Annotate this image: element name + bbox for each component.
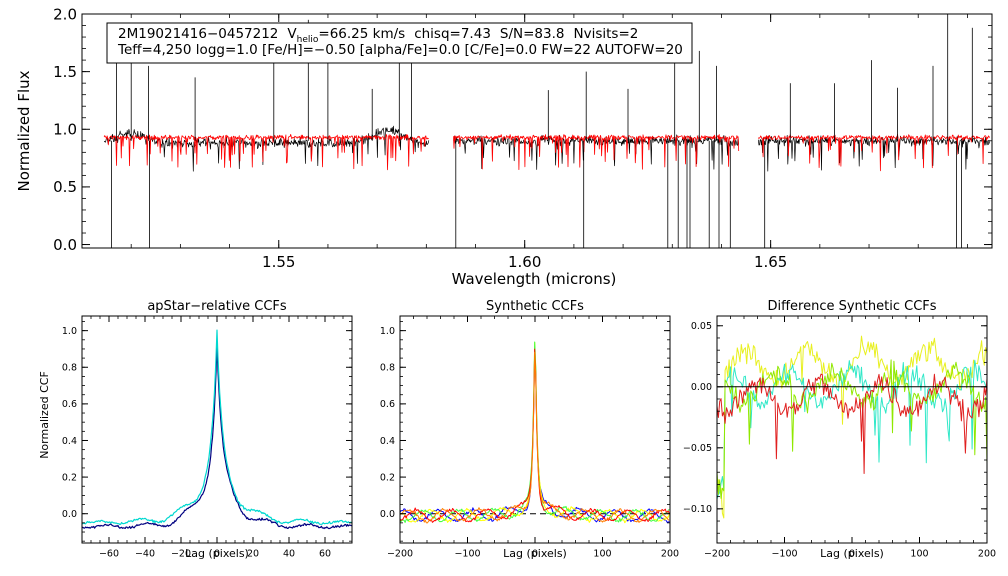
ccf-panel-synthetic: −200 −100 0 100 200 0.0 0.2 0.4 0.6 0.8 1.0 Synthe… — [380, 299, 679, 560]
spectrum-frame — [81, 13, 993, 249]
model-spectrum-trace — [758, 133, 990, 172]
model-spectrum-trace — [103, 133, 429, 171]
y-tick-label: 1.5 — [53, 63, 77, 81]
ccf3-xlabel: Lag (pixels) — [820, 547, 884, 560]
x-tick-label: 200 — [978, 549, 996, 560]
y-tick-label: 0.0 — [53, 236, 77, 254]
ccf2-title: Synthetic CCFs — [486, 299, 584, 314]
spectrum-panel: 1.55 1.60 1.65 0.0 0.5 1.0 1.5 2.0 Normalized F… — [15, 5, 993, 288]
ccf1-axes: −60 −40 −20 0 20 40 60 0.0 0.2 0.4 0.6 0.8 1.0 — [62, 316, 353, 560]
x-tick-label: 0 — [532, 549, 538, 560]
nvisits-value: Nvisits=2 — [574, 26, 639, 42]
spectrum-traces — [103, 14, 990, 248]
x-tick-label: 100 — [593, 549, 611, 560]
vhelio-subscript: helio — [297, 35, 319, 45]
ccf-panel-difference: −200 −100 0 100 200 −0.10 −0.05 0.00 0.05 Differ… — [683, 299, 996, 560]
x-tick-label: 200 — [661, 549, 679, 560]
model-spectrum-trace — [453, 134, 740, 171]
x-tick-label: 0 — [214, 549, 220, 560]
x-tick-label: 1.55 — [262, 253, 295, 271]
y-tick-label: 0.8 — [380, 363, 395, 374]
x-tick-label: 100 — [910, 549, 928, 560]
y-tick-label: 0.6 — [380, 399, 395, 410]
x-tick-label: 1.60 — [508, 253, 541, 271]
y-tick-label: 0.05 — [691, 321, 712, 332]
y-tick-label: 0.0 — [62, 509, 77, 520]
x-tick-label: 1.65 — [754, 253, 787, 271]
ccf3-frame — [716, 315, 988, 544]
ccf3-diff-2-trace — [716, 359, 988, 500]
y-tick-label: 0.2 — [380, 472, 395, 483]
x-tick-label: 40 — [283, 549, 295, 560]
spectrum-annotation-line1: 2M19021416−0457212 Vhelio=66.25 km/s chisq… — [118, 26, 638, 45]
ccf3-diff-3-trace — [716, 359, 988, 499]
y-tick-label: 0.4 — [62, 436, 77, 447]
x-tick-label: 60 — [319, 549, 331, 560]
spectrum-annotation-line2: Teff=4,250 logg=1.0 [Fe/H]=−0.50 [alpha/… — [117, 42, 683, 58]
object-id: 2M19021416−0457212 — [118, 26, 278, 42]
ccf3-diff-4-trace — [716, 373, 988, 474]
x-tick-label: −40 — [135, 549, 155, 560]
y-tick-label: 1.0 — [53, 121, 77, 139]
y-tick-label: 0.2 — [62, 472, 77, 483]
ccf3-axes: −200 −100 0 100 200 −0.10 −0.05 0.00 0.05 — [683, 316, 996, 560]
ccf2-visit-2-trace — [399, 341, 670, 523]
observed-spectrum-trace — [103, 125, 430, 172]
x-tick-label: 0 — [849, 549, 855, 560]
ccf2-traces — [399, 341, 670, 524]
ccf2-visit-4-trace — [399, 351, 670, 524]
snr-value: S/N=83.8 — [500, 26, 565, 42]
x-tick-label: −20 — [171, 549, 191, 560]
y-tick-label: 0.8 — [62, 363, 77, 374]
y-tick-label: 0.5 — [53, 178, 77, 196]
ccf2-xlabel: Lag (pixels) — [503, 547, 567, 560]
y-tick-label: 1.0 — [380, 326, 395, 337]
y-tick-label: 0.6 — [62, 399, 77, 410]
ccf1-title: apStar−relative CCFs — [147, 299, 287, 314]
y-tick-label: −0.10 — [683, 504, 712, 515]
spectrum-annotation-box — [106, 22, 693, 64]
ccf2-frame — [399, 315, 671, 544]
ccf3-traces — [716, 335, 988, 519]
x-tick-label: −200 — [387, 549, 413, 560]
ccf1-visit-1-trace — [81, 345, 353, 530]
y-tick-label: 0.0 — [380, 509, 395, 520]
x-tick-label: −100 — [771, 549, 797, 560]
ccf3-diff-1-trace — [716, 335, 988, 519]
ccf1-traces — [81, 329, 353, 530]
x-tick-label: −60 — [99, 549, 119, 560]
x-tick-label: −100 — [454, 549, 480, 560]
spectrum-axes: 1.55 1.60 1.65 0.0 0.5 1.0 1.5 2.0 — [53, 5, 992, 271]
y-tick-label: 0.4 — [380, 436, 395, 447]
ccf1-ylabel: Normalized CCF — [38, 371, 51, 459]
ccf1-frame — [81, 315, 353, 544]
y-tick-label: 1.0 — [62, 326, 77, 337]
vhelio-value: =66.25 km/s — [318, 26, 405, 42]
ccf3-title: Difference Synthetic CCFs — [767, 299, 936, 314]
x-tick-label: 20 — [247, 549, 259, 560]
observed-spectrum-trace — [758, 134, 990, 172]
ccf1-visit-2-trace — [81, 329, 353, 526]
ccf1-xlabel: Lag (pixels) — [185, 547, 249, 560]
y-tick-label: −0.05 — [683, 443, 712, 454]
chisq-value: chisq=7.43 — [414, 26, 491, 42]
ccf2-axes: −200 −100 0 100 200 0.0 0.2 0.4 0.6 0.8 1.0 — [380, 316, 679, 560]
x-tick-label: −200 — [704, 549, 730, 560]
vhelio-symbol: V — [287, 26, 297, 42]
spectrum-xlabel: Wavelength (microns) — [452, 270, 617, 288]
spectrum-ylabel: Normalized Flux — [15, 70, 33, 191]
ccf-panel-apstar: −60 −40 −20 0 20 40 60 0.0 0.2 0.4 0.6 0.8 1.0 apSta… — [38, 299, 353, 560]
y-tick-label: 2.0 — [53, 5, 77, 23]
observed-spectrum-trace — [453, 134, 740, 170]
y-tick-label: 0.00 — [691, 382, 712, 393]
